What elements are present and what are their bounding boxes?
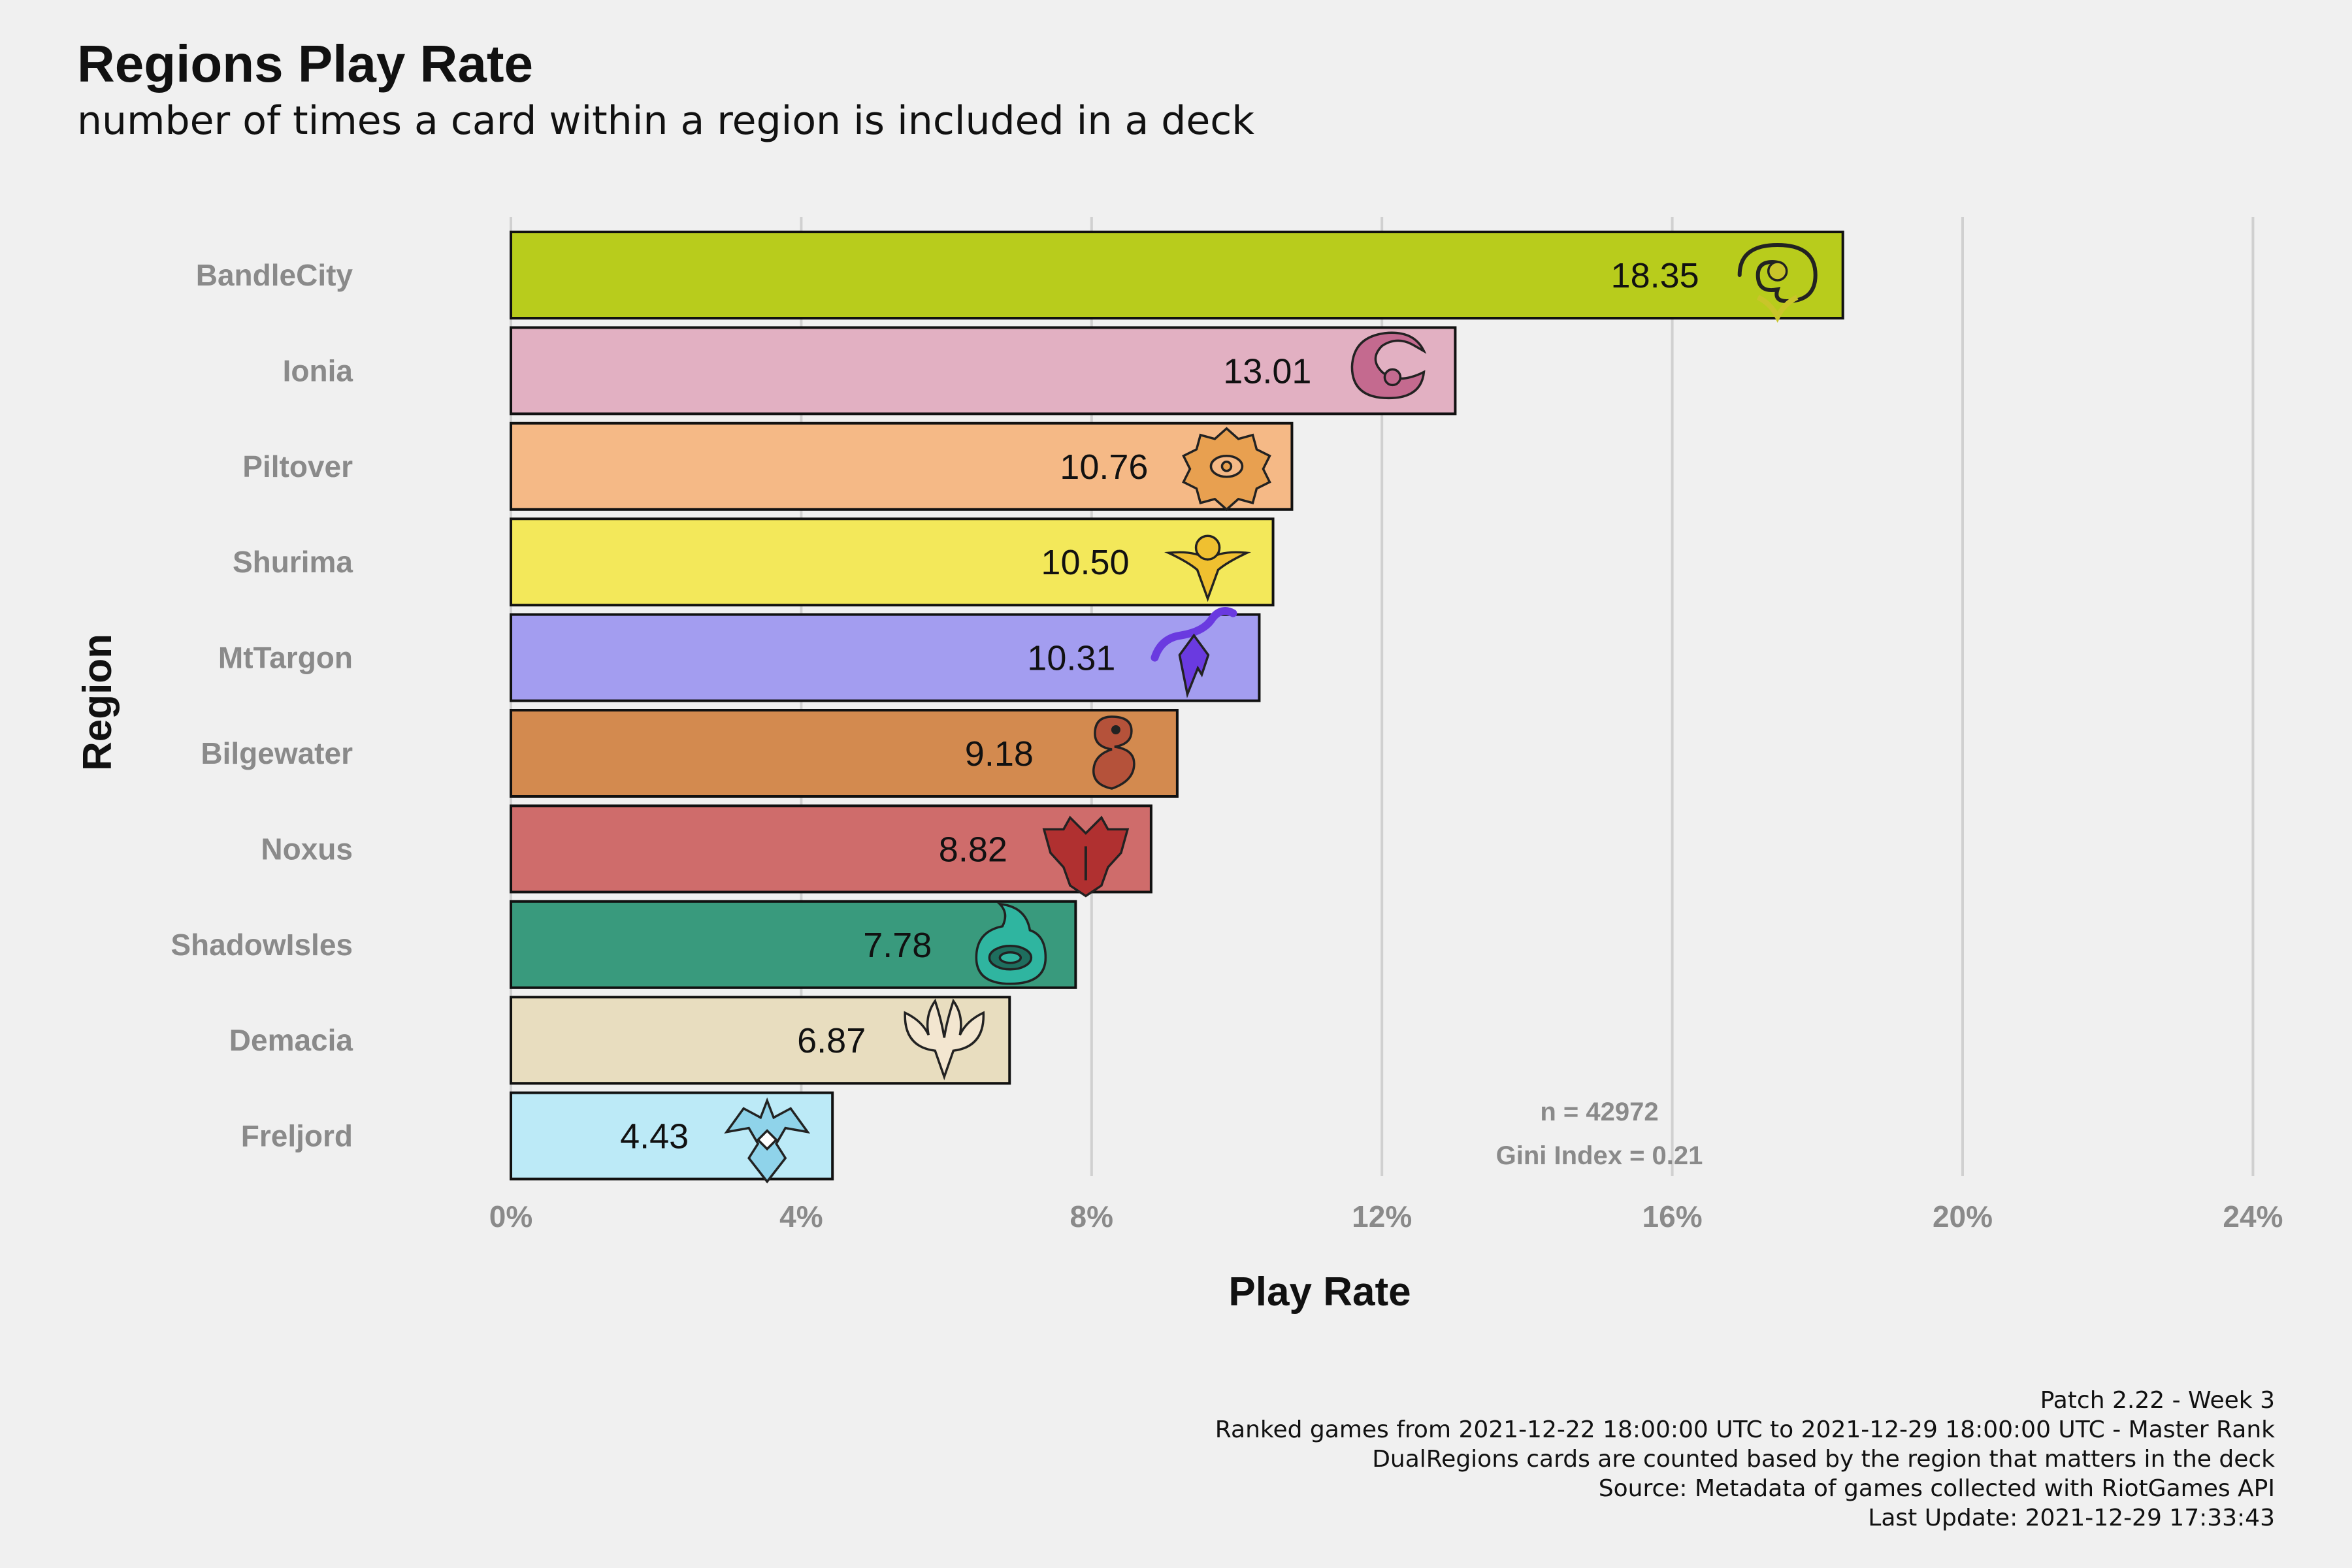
caption-line: Source: Metadata of games collected with… — [1599, 1475, 2275, 1502]
bar — [510, 326, 1457, 416]
y-tick-labels: BandleCity Ionia Piltover Shurima MtTargon Bi… — [171, 258, 353, 1153]
caption-line: Ranked games from 2021-12-22 18:00:00 UT… — [1215, 1416, 2275, 1443]
bar-value-label: 10.76 — [1060, 448, 1148, 487]
x-tick-label: 4% — [779, 1200, 823, 1233]
bars: 18.35 13.01 10.76 10.50 10.31 9.18 8.82 7.78 6.8… — [510, 231, 1844, 1184]
x-tick-label: 20% — [1933, 1200, 1993, 1233]
bar-value-label: 7.78 — [863, 926, 932, 965]
ionia-icon — [1350, 331, 1427, 400]
bar-value-label: 4.43 — [620, 1117, 689, 1156]
demacia-icon — [904, 998, 985, 1081]
y-tick-label: BandleCity — [196, 258, 353, 292]
annotation-n: n = 42972 — [1540, 1098, 1658, 1126]
caption-line: DualRegions cards are counted based by t… — [1372, 1446, 2275, 1473]
x-tick-label: 0% — [489, 1200, 532, 1233]
annotation-gini: Gini Index = 0.21 — [1496, 1141, 1703, 1170]
mttargon-icon — [1151, 607, 1237, 698]
y-tick-label: Noxus — [261, 832, 353, 866]
y-tick-label: Piltover — [242, 449, 353, 483]
caption-line: Patch 2.22 - Week 3 — [2040, 1387, 2275, 1414]
bar — [510, 709, 1179, 798]
piltover-icon — [1182, 427, 1271, 512]
bar-value-label: 9.18 — [965, 734, 1034, 774]
bar — [510, 613, 1261, 702]
y-tick-label: Shurima — [233, 545, 353, 579]
y-tick-label: Demacia — [229, 1023, 353, 1057]
x-tick-label: 16% — [1642, 1200, 1703, 1233]
freljord-icon — [724, 1097, 811, 1184]
bilgewater-icon — [1092, 715, 1135, 790]
bar-value-label: 6.87 — [797, 1021, 866, 1060]
bar — [510, 804, 1152, 894]
bandlecity-icon — [1737, 242, 1818, 323]
bar — [510, 421, 1294, 511]
bar-value-label: 13.01 — [1223, 351, 1311, 391]
caption-line: Last Update: 2021-12-29 17:33:43 — [1868, 1505, 2275, 1531]
y-tick-label: Bilgewater — [201, 736, 353, 770]
x-tick-label: 24% — [2223, 1200, 2283, 1233]
y-tick-label: Ionia — [283, 353, 353, 387]
chart-title: Regions Play Rate — [77, 35, 533, 93]
shurima-icon — [1164, 534, 1252, 602]
noxus-icon — [1042, 815, 1130, 898]
bar — [510, 517, 1275, 607]
bar-value-label: 10.50 — [1041, 543, 1129, 582]
y-axis-title: Region — [75, 634, 120, 771]
x-tick-label: 12% — [1352, 1200, 1412, 1233]
x-tick-labels: 0% 4% 8% 12% 16% 20% 24% — [489, 1200, 2283, 1233]
bar-value-label: 8.82 — [939, 830, 1007, 869]
y-tick-label: MtTargon — [218, 641, 353, 675]
bar — [510, 231, 1844, 319]
y-tick-label: ShadowIsles — [171, 928, 353, 962]
x-tick-label: 8% — [1070, 1200, 1113, 1233]
chart-subtitle: number of times a card within a region i… — [77, 98, 1254, 144]
x-axis-title: Play Rate — [1228, 1269, 1411, 1315]
bar-value-label: 10.31 — [1027, 639, 1115, 678]
y-tick-label: Freljord — [241, 1119, 353, 1153]
caption: Patch 2.22 - Week 3 Ranked games from 20… — [1215, 1387, 2275, 1531]
shadowisles-icon — [975, 902, 1047, 985]
bar-value-label: 18.35 — [1611, 256, 1699, 295]
